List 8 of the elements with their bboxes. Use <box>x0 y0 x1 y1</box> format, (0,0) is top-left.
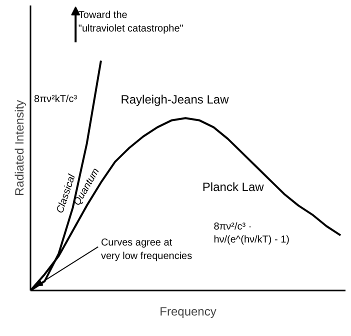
annotation: Rayleigh-Jeans Law <box>120 92 230 107</box>
x-axis-title: Frequency <box>160 304 216 318</box>
annotation: Curves agree at very low frequencies <box>100 238 192 262</box>
y-axis-title: Radiated Intensity <box>12 100 26 196</box>
annotation: 8πν²kT/c³ <box>34 94 78 106</box>
annotation: Planck Law <box>202 180 264 194</box>
text: Toward the "ultraviolet catastrophe" <box>78 10 184 34</box>
annotation: 8πν²/c³ · hν/(e^(hν/kT) - 1) <box>214 222 290 246</box>
